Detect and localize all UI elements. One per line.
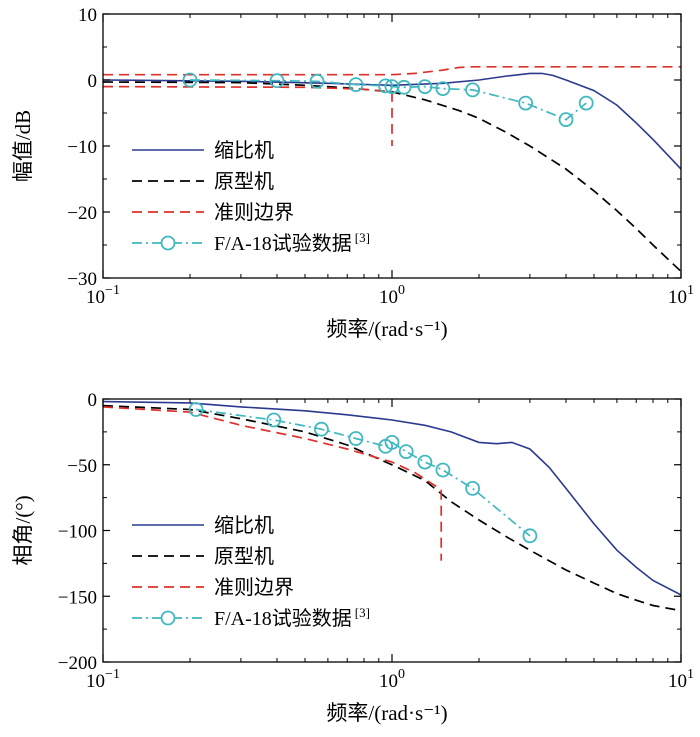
magnitude-ylabel: 幅值/dB <box>11 110 35 182</box>
phase-flight-point-6 <box>398 444 414 460</box>
magnitude-flight-point-0 <box>182 72 198 88</box>
phase-xtick-label-1: 100 <box>379 667 405 692</box>
phase-flight-point-0 <box>188 402 204 417</box>
phase-flight-point-10 <box>522 528 538 544</box>
magnitude-flight-point-11 <box>558 112 574 127</box>
phase-ylabel: 相角/(°) <box>11 495 35 565</box>
phase-series-prototype-line-1 <box>103 404 681 612</box>
magnitude-series-criterion-line-2 <box>103 65 681 76</box>
magnitude-xtick-label-2: 101 <box>668 283 694 308</box>
phase-ytick-label-4: −200 <box>58 653 97 674</box>
phase-flight-point-2 <box>313 421 329 437</box>
phase-series-criterion-line-2 <box>103 406 442 491</box>
magnitude-legend-flight-label: F/A-18试验数据 [3] <box>214 230 370 255</box>
phase-flight-point-7 <box>417 454 433 470</box>
phase-xlabel: 频率/(rad·s⁻¹) <box>326 701 447 725</box>
magnitude-flight-point-4 <box>378 78 394 94</box>
magnitude-flight-point-7 <box>417 79 433 94</box>
magnitude-legend-prototype-label: 原型机 <box>214 170 274 193</box>
magnitude-series-scaled-line-0 <box>103 72 681 170</box>
magnitude-flight-point-10 <box>518 95 533 111</box>
magnitude-ytick-label-1: 0 <box>88 71 98 92</box>
magnitude-flight-point-5 <box>384 79 400 94</box>
phase-legend-scaled-label: 缩比机 <box>214 514 274 537</box>
phase-xtick-label-0: 10−1 <box>86 667 120 692</box>
magnitude-flight-point-3 <box>348 77 364 92</box>
magnitude-flight-point-2 <box>309 73 325 89</box>
magnitude-series-flight-line-5 <box>189 79 587 121</box>
magnitude-xlabel: 频率/(rad·s⁻¹) <box>326 317 447 341</box>
magnitude-legend-flight-marker <box>160 235 176 251</box>
phase-series-group <box>103 400 681 612</box>
magnitude-xtick-label-0: 10−1 <box>86 283 120 308</box>
phase-ytick-label-1: −50 <box>67 456 97 477</box>
phase-flight-point-3 <box>348 431 364 446</box>
phase-legend-flight-marker <box>160 610 176 626</box>
magnitude-legend-criterion-label: 准则边界 <box>214 201 294 224</box>
phase-flight-point-1 <box>266 412 282 428</box>
magnitude-flight-point-1 <box>269 73 285 89</box>
magnitude-flight-point-6 <box>396 79 412 95</box>
magnitude-flight-point-12 <box>578 95 594 111</box>
phase-ytick-label-0: 0 <box>88 390 98 411</box>
phase-flight-point-5 <box>384 434 400 450</box>
magnitude-series-prototype-line-1 <box>103 81 681 273</box>
magnitude-series-group <box>103 65 681 273</box>
magnitude-series-criterion-line-3 <box>103 85 393 93</box>
phase-series-scaled-line-0 <box>103 400 681 596</box>
phase-xtick-label-2: 101 <box>668 667 694 692</box>
phase-ytick-label-2: −100 <box>58 522 97 543</box>
magnitude-legend-scaled-label: 缩比机 <box>214 139 274 162</box>
phase-legend-prototype-label: 原型机 <box>214 545 274 568</box>
phase-series-flight-line-4 <box>195 408 531 537</box>
magnitude-xtick-label-1: 100 <box>379 283 405 308</box>
phase-ytick-label-3: −150 <box>58 587 97 608</box>
magnitude-ytick-label-4: −30 <box>67 269 97 290</box>
phase-flight-point-8 <box>435 462 451 478</box>
magnitude-ytick-label-3: −20 <box>67 203 97 224</box>
phase-legend-flight-label: F/A-18试验数据 [3] <box>214 605 370 630</box>
magnitude-ytick-label-2: −10 <box>67 137 97 158</box>
magnitude-flight-point-9 <box>465 82 481 98</box>
magnitude-flight-point-8 <box>435 81 451 96</box>
phase-legend-criterion-label: 准则边界 <box>214 576 294 599</box>
magnitude-ytick-label-0: 10 <box>78 5 97 26</box>
phase-flight-point-9 <box>465 480 481 496</box>
